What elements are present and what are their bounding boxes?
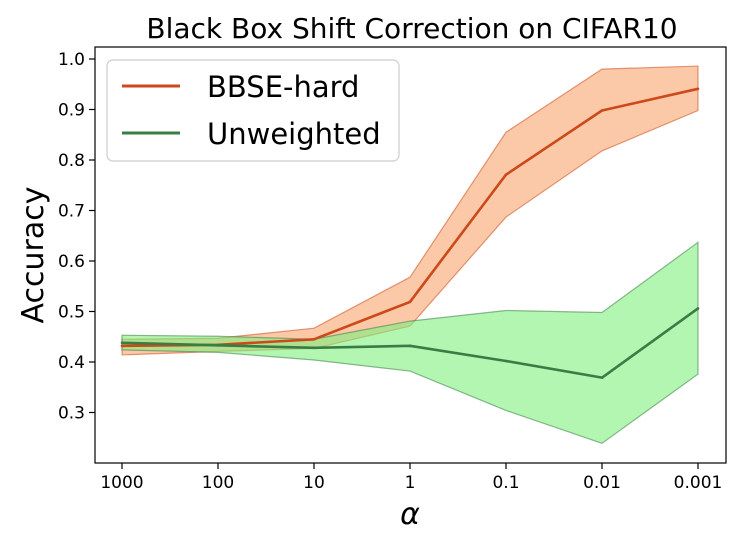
y-tick-label: 0.5 bbox=[58, 303, 85, 323]
point-bbse-hard-2 bbox=[312, 337, 316, 341]
point-bbse-hard-5 bbox=[600, 109, 604, 112]
point-bbse-hard-4 bbox=[504, 173, 508, 176]
point-bbse-hard-0 bbox=[120, 344, 124, 348]
x-tick-label: 1000 bbox=[100, 473, 143, 493]
x-axis: 1000 100 10 1 0.1 0.01 0.001 bbox=[100, 463, 722, 493]
x-tick-label: 100 bbox=[202, 473, 234, 493]
point-unweighted-3 bbox=[408, 344, 412, 348]
point-unweighted-5 bbox=[600, 376, 604, 379]
x-tick-label: 1 bbox=[405, 473, 416, 493]
y-tick-label: 1.0 bbox=[58, 50, 85, 70]
x-tick-label: 10 bbox=[303, 473, 325, 493]
legend-label-bbse-hard: BBSE-hard bbox=[207, 70, 359, 104]
point-unweighted-1 bbox=[216, 344, 220, 347]
legend-label-unweighted: Unweighted bbox=[207, 117, 381, 151]
confidence-bands bbox=[121, 65, 699, 444]
point-unweighted-4 bbox=[504, 359, 508, 363]
legend: BBSE-hard Unweighted bbox=[106, 59, 400, 162]
point-unweighted-0 bbox=[120, 341, 124, 345]
point-bbse-hard-3 bbox=[408, 300, 412, 304]
y-tick-label: 0.3 bbox=[58, 404, 85, 424]
y-axis: 0.3 0.4 0.5 0.6 0.7 0.8 0.9 1.0 bbox=[58, 50, 95, 424]
x-tick-label: 0.001 bbox=[674, 473, 723, 493]
point-unweighted-2 bbox=[312, 346, 316, 350]
x-tick-label: 0.01 bbox=[583, 473, 621, 493]
y-tick-label: 0.4 bbox=[58, 353, 85, 373]
point-bbse-hard-6 bbox=[696, 87, 700, 91]
x-tick-label: 0.1 bbox=[492, 473, 519, 493]
series-lines bbox=[120, 87, 700, 379]
x-axis-label: α bbox=[400, 497, 420, 532]
chart-title: Black Box Shift Correction on CIFAR10 bbox=[146, 12, 677, 45]
y-tick-label: 0.8 bbox=[58, 151, 85, 171]
y-tick-label: 0.7 bbox=[58, 202, 85, 222]
y-tick-label: 0.9 bbox=[58, 101, 85, 121]
y-axis-label: Accuracy bbox=[16, 187, 51, 324]
y-tick-label: 0.6 bbox=[58, 252, 85, 272]
point-unweighted-6 bbox=[696, 307, 700, 310]
band-unweighted bbox=[121, 241, 699, 444]
